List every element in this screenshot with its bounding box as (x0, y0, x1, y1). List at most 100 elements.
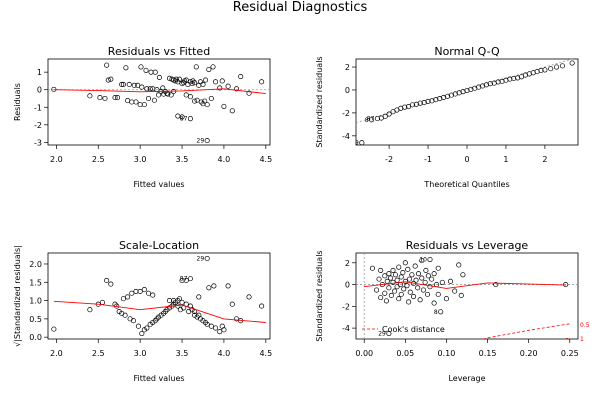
normal-qq-point-label: 29 (351, 140, 359, 147)
residuals-vs-fitted-point (194, 97, 200, 103)
normal-qq-point-label: 87 (367, 116, 375, 123)
normal-qq-point (409, 102, 416, 108)
normal-qq-point (542, 67, 548, 73)
residuals-vs-leverage-point (402, 278, 408, 284)
scale-location-point (139, 330, 145, 337)
residuals-vs-leverage-title: Residuals vs Leverage (406, 239, 529, 252)
residuals-vs-fitted-point (105, 77, 111, 83)
normal-qq-point (369, 117, 375, 123)
normal-qq-xlabel: Theoretical Quantiles (423, 180, 509, 189)
residuals-vs-leverage-xtick-label: 0.05 (396, 349, 414, 358)
residuals-vs-leverage-point (443, 296, 449, 302)
normal-qq-panel: Normal Q-Q Theoretical Quantiles Standardi… (315, 45, 579, 189)
residuals-vs-fitted-point (126, 81, 132, 87)
residuals-vs-fitted-point (217, 85, 223, 91)
residuals-vs-fitted-point (202, 77, 209, 83)
normal-qq-xtick-label: -1 (424, 155, 432, 164)
residuals-vs-fitted-point (131, 82, 137, 88)
residuals-vs-fitted-panel: Residuals vs Fitted Fitted values Residual… (13, 45, 272, 189)
scale-location-xtick-label: 3.5 (176, 349, 189, 358)
residuals-vs-leverage-ylabel: Standardized residuals (315, 250, 324, 341)
scale-location-point (127, 316, 133, 322)
residuals-vs-fitted-ytick-label: -2 (34, 121, 42, 130)
normal-qq-ylabel: Standardized residuals (315, 56, 324, 147)
scale-location-point (229, 301, 235, 307)
residuals-vs-leverage-point (419, 275, 425, 281)
residuals-vs-fitted-point (173, 76, 179, 82)
residuals-vs-fitted-point (119, 81, 125, 87)
normal-qq-point (402, 104, 408, 110)
scale-location-point (51, 326, 57, 332)
residuals-vs-fitted-point (185, 81, 191, 87)
residuals-vs-fitted-point (112, 95, 118, 101)
scale-location-point (206, 285, 212, 291)
residuals-vs-fitted-point (144, 86, 150, 92)
residuals-vs-fitted-point (192, 98, 198, 104)
residuals-vs-leverage-point (406, 299, 412, 305)
residuals-vs-fitted-point (87, 93, 93, 99)
residuals-vs-fitted-point (133, 99, 139, 105)
residuals-vs-fitted-point (246, 90, 252, 96)
residuals-vs-fitted-point (197, 79, 204, 85)
scale-location-smooth-line (53, 300, 266, 323)
residuals-vs-leverage-point (439, 279, 445, 285)
residuals-vs-leverage-point (390, 267, 396, 273)
residuals-vs-fitted-title: Residuals vs Fitted (108, 45, 210, 58)
scale-location-point (99, 299, 106, 305)
residuals-vs-leverage-point (456, 262, 462, 268)
residuals-vs-fitted-point-label: 87 (180, 116, 188, 123)
residuals-vs-fitted-point (114, 95, 121, 101)
residuals-vs-fitted-point (187, 94, 193, 100)
scale-location-point (135, 323, 142, 329)
normal-qq-point (495, 79, 501, 85)
normal-qq-point (507, 76, 513, 82)
residuals-vs-fitted-point (204, 102, 210, 108)
residuals-vs-leverage-legend-label: Cook's distance (382, 325, 445, 334)
normal-qq-point-label: 8 (365, 117, 369, 124)
residuals-vs-fitted-point (141, 102, 147, 108)
residuals-vs-leverage-point-label: 10 (419, 257, 427, 264)
scale-location-point (176, 296, 183, 302)
scale-location-xlabel: Fitted values (133, 374, 184, 383)
scale-location-point (217, 329, 223, 335)
residuals-vs-leverage-point (402, 260, 408, 266)
residuals-vs-leverage-xlabel: Leverage (448, 374, 485, 383)
residuals-vs-leverage-point (431, 300, 437, 306)
residuals-vs-fitted-point (176, 76, 183, 82)
scale-location-point (208, 323, 214, 329)
residuals-vs-leverage-point-label: 8 (434, 309, 438, 316)
residuals-vs-leverage-point (415, 271, 422, 277)
scale-location-point (211, 283, 217, 289)
residuals-vs-leverage-point (411, 293, 417, 300)
normal-qq-title: Normal Q-Q (434, 45, 500, 58)
residuals-vs-fitted-xtick-label: 2.5 (92, 155, 105, 164)
residuals-vs-fitted-point (212, 79, 219, 85)
residuals-vs-fitted-ytick-label: 1 (37, 68, 42, 77)
residuals-vs-leverage-point (400, 270, 406, 276)
residuals-vs-leverage-point (378, 267, 384, 273)
normal-qq-reference-line (356, 59, 574, 124)
residuals-vs-leverage-point (431, 271, 437, 277)
residuals-vs-leverage-point (458, 292, 464, 299)
scale-location-point (177, 307, 183, 313)
normal-qq-xtick-label: 2 (542, 155, 547, 164)
residuals-vs-fitted-point (200, 81, 206, 87)
scale-location-point (196, 294, 202, 300)
residuals-vs-fitted-point (152, 69, 158, 75)
scale-location-point (259, 303, 265, 309)
residuals-vs-fitted-data: 29 87 (48, 62, 270, 145)
scale-location-ytick-label: 0.5 (29, 315, 42, 324)
residuals-vs-leverage-point (396, 264, 402, 270)
normal-qq-ytick-label: -4 (342, 132, 350, 141)
residuals-vs-leverage-point (401, 286, 407, 292)
residuals-vs-leverage-point (386, 331, 392, 337)
residuals-vs-fitted-point (148, 69, 154, 75)
normal-qq-point (417, 100, 423, 106)
residuals-vs-leverage-point (405, 266, 411, 272)
residuals-vs-fitted-point (125, 98, 131, 104)
scale-location-ytick-label: 0.0 (29, 333, 42, 342)
scale-location-point (130, 318, 136, 324)
residuals-vs-leverage-point (382, 290, 388, 296)
scale-location-point (120, 296, 126, 302)
